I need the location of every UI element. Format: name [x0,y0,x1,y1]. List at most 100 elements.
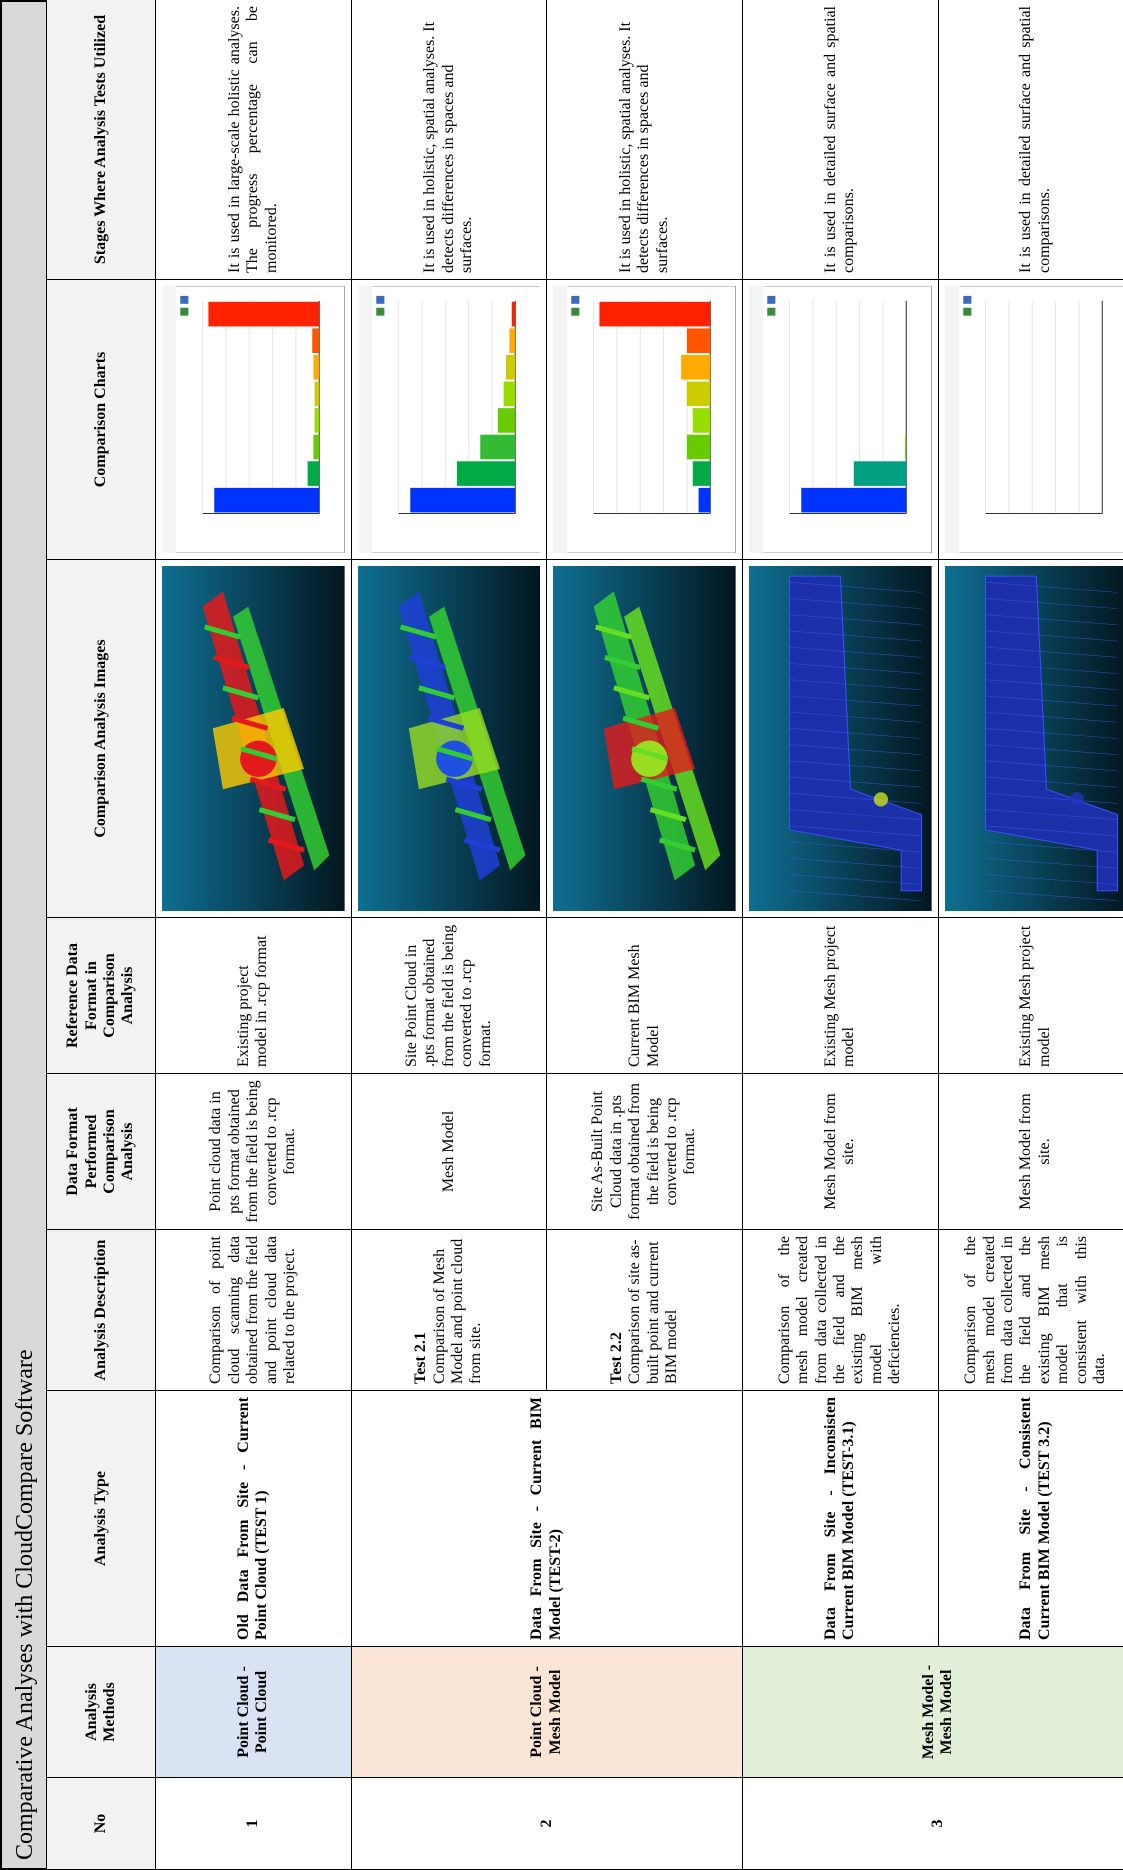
chart-icon [767,307,776,316]
chart-bar [208,301,320,327]
data-format-cell: Mesh Model from site. [742,1073,939,1230]
frame-beam [240,746,278,762]
description-cell: Comparison of the mesh model created fro… [742,1229,939,1391]
frame-beam [258,807,296,823]
chart-titlebar [748,286,764,553]
chart-bar [214,487,320,513]
frame-beam [631,746,669,762]
header-cell: Analysis Type [46,1390,156,1647]
type-cell: Data From Site - Inconsisten Current BIM… [742,1390,939,1647]
mesh-line [985,841,1118,853]
mesh-line [789,679,922,691]
chart-window [357,286,541,553]
method-cell: Point Cloud - Mesh Model [351,1646,743,1778]
description-text: Comparison of site as-built point and cu… [626,1239,680,1384]
stages-cell: It is used in detailed surface and spati… [742,0,939,280]
chart-bar [853,461,907,486]
mesh-line [789,581,922,593]
chart-cell [351,279,547,560]
test-label: Test 2.1 [412,1332,430,1384]
analysis-image [553,566,736,911]
chart-bar [687,381,711,407]
chart-bar [479,434,515,460]
chart-screenshot [553,286,736,553]
mesh-line [789,776,922,788]
description-text: Comparison of Mesh Model and point cloud… [430,1238,485,1384]
reference-format-cell: Existing Mesh project model [938,917,1123,1074]
mesh-line [789,760,922,772]
mesh-line [789,646,922,658]
header-row: No Analysis Methods Analysis Type Analys… [46,0,156,1870]
mesh-line [985,711,1118,723]
mesh-spot [873,792,888,807]
stages-cell: It is used in large-scale holistic analy… [155,0,352,280]
chart-bar [456,461,515,486]
method-cell: Mesh Model - Mesh Model [742,1646,1123,1778]
mesh-line [789,890,922,902]
mesh-line [985,792,1118,804]
frame-beam [222,685,260,701]
chart-window [162,286,345,553]
image-cell [742,559,939,918]
chart-icon [375,295,385,304]
description-cell: Comparison of point cloud scanning data … [155,1229,352,1391]
mesh-line [789,744,922,756]
analysis-image [748,566,932,911]
chart-bar [497,408,515,433]
table-row: 3 Mesh Model - Mesh Model Data From Site… [742,0,1123,1870]
mesh-line [789,792,922,804]
image-cell [938,559,1123,918]
no-cell: 3 [742,1777,1123,1870]
header-cell: No [46,1777,156,1870]
frame-beam [417,685,455,701]
mesh-line [985,776,1118,788]
chart-screenshot [944,286,1123,553]
mesh-line [985,890,1118,902]
no-cell: 2 [351,1777,743,1870]
image-cell [155,559,352,918]
chart-icon [962,295,971,304]
chart-bar [312,328,320,353]
image-cell [351,559,547,918]
mesh-line [985,630,1118,642]
frame-beam [213,654,250,670]
chart-bar [314,408,320,433]
mesh-line [789,874,922,885]
chart-bar [801,487,907,513]
table-row: Test 2.2 Comparison of site as-built poi… [546,0,743,1870]
frame-beam [231,715,269,731]
stages-cell: It is used in detailed surface and spati… [938,0,1123,280]
chart-icon [571,307,580,316]
chart-bar [511,301,515,327]
chart-bar [509,328,515,353]
chart-window [748,286,932,553]
data-format-cell: Mesh Model [351,1073,547,1230]
chart-bar [599,301,711,327]
frame-beam [649,807,687,823]
stages-cell: It is used in holistic, spatial analyses… [546,0,743,280]
table-row: Data From Site - Consistent Current BIM … [938,0,1123,1870]
chart-bar [687,328,711,353]
description-cell: Test 2.1 Comparison of Mesh Model and po… [351,1229,547,1391]
mesh-line [985,857,1118,869]
analysis-image [357,566,541,911]
chart-window [944,286,1123,553]
chart-bar [905,434,907,460]
mesh-spot [1069,792,1084,807]
mesh-line [985,679,1118,691]
frame-beam [659,837,697,853]
chart-bar [687,434,711,460]
mesh-line [789,825,922,837]
chart-screenshot [357,286,541,553]
header-cell: Analysis Description [46,1229,156,1391]
frame-beam [622,715,660,731]
reference-format-cell: Existing Mesh project model [742,917,939,1074]
chart-screenshot [748,286,932,553]
mesh-line [985,646,1118,658]
chart-bar [313,434,320,460]
header-cell: Stages Where Analysis Tests Utilized [46,0,156,280]
type-cell: Old Data From Site - Current Point Cloud… [155,1390,352,1647]
mesh-line [985,809,1118,820]
analysis-image [162,566,345,911]
reference-format-cell: Existing project model in .rcp format [155,917,352,1074]
